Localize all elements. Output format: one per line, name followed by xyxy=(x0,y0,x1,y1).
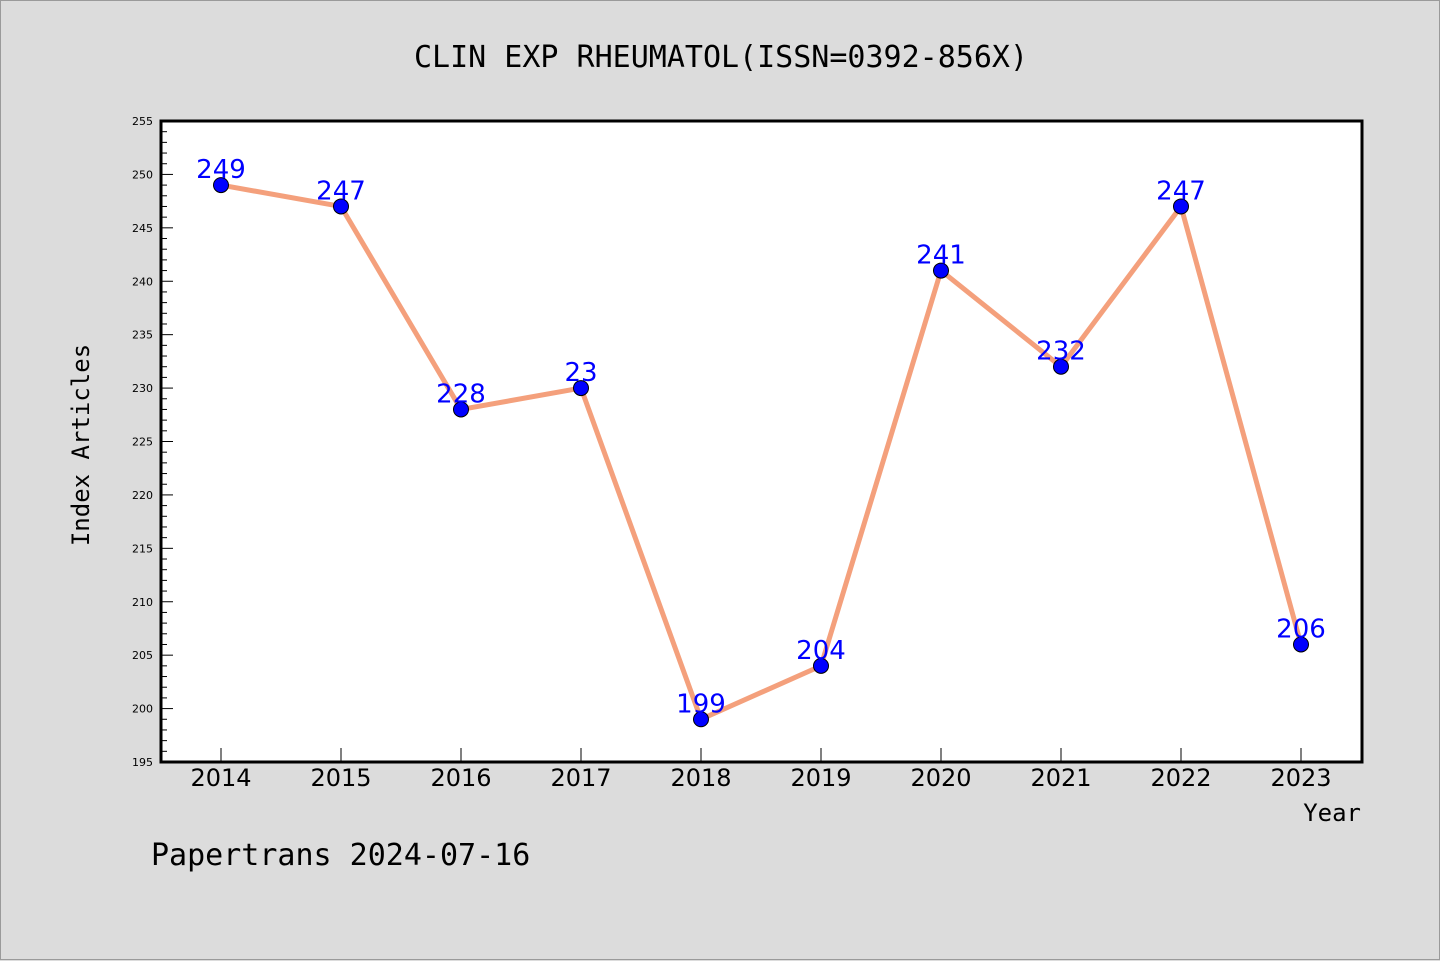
data-label: 247 xyxy=(316,176,366,206)
y-tick-label: 255 xyxy=(132,115,153,128)
y-tick-label: 195 xyxy=(132,756,153,769)
data-label: 199 xyxy=(676,689,726,719)
y-tick-label: 245 xyxy=(132,222,153,235)
data-point xyxy=(453,401,469,418)
y-tick-label: 210 xyxy=(132,596,153,609)
chart-title: CLIN EXP RHEUMATOL(ISSN=0392-856X) xyxy=(414,40,1028,75)
footer-credit: Papertrans 2024-07-16 xyxy=(151,838,530,873)
x-tick-label: 2015 xyxy=(310,764,371,792)
x-tick-label: 2014 xyxy=(190,764,251,792)
data-point xyxy=(813,657,829,674)
data-label: 232 xyxy=(1036,337,1086,367)
y-tick-label: 240 xyxy=(132,275,153,288)
data-label: 204 xyxy=(796,636,846,666)
x-tick-label: 2019 xyxy=(790,764,851,792)
x-axis-title: Year xyxy=(1303,799,1361,827)
x-tick-label: 2016 xyxy=(430,764,491,792)
data-label: 241 xyxy=(916,241,966,271)
x-tick-label: 2023 xyxy=(1270,764,1331,792)
data-label: 228 xyxy=(436,379,486,409)
x-tick-label: 2020 xyxy=(910,764,971,792)
data-point xyxy=(933,262,949,279)
y-axis-title: Index Articles xyxy=(67,344,95,546)
y-tick-label: 225 xyxy=(132,436,153,449)
plot-area xyxy=(159,119,1364,764)
data-line xyxy=(220,182,1304,722)
data-label: 206 xyxy=(1276,614,1326,644)
x-tick-label: 2018 xyxy=(670,764,731,792)
data-point xyxy=(693,711,709,728)
data-point xyxy=(1173,198,1189,215)
y-tick-label: 205 xyxy=(132,649,153,662)
data-point xyxy=(1053,358,1069,375)
data-label: 247 xyxy=(1156,176,1206,206)
x-axis: 2014 2015 2016 2017 2018 2019 2020 2021 2022 2023 xyxy=(190,748,1332,792)
y-tick-label: 220 xyxy=(132,489,153,502)
y-tick-label: 230 xyxy=(132,382,153,395)
x-tick-label: 2021 xyxy=(1030,764,1091,792)
y-tick-label: 235 xyxy=(132,329,153,342)
series-line: 249 247 228 23 199 204 241 232 247 206 xyxy=(196,155,1326,728)
x-tick-label: 2017 xyxy=(550,764,611,792)
data-label: 249 xyxy=(196,155,246,185)
x-tick-label: 2022 xyxy=(1150,764,1211,792)
y-tick-label: 215 xyxy=(132,542,153,555)
data-label: 23 xyxy=(564,358,597,388)
data-point xyxy=(573,380,589,397)
y-tick-label: 200 xyxy=(132,703,153,716)
data-point xyxy=(213,177,229,194)
data-point xyxy=(1293,636,1309,653)
data-point xyxy=(333,198,349,215)
y-tick-label: 250 xyxy=(132,168,153,181)
y-axis: 195 200 205 210 215 220 225 230 235 240 245 250 255 xyxy=(132,115,173,769)
